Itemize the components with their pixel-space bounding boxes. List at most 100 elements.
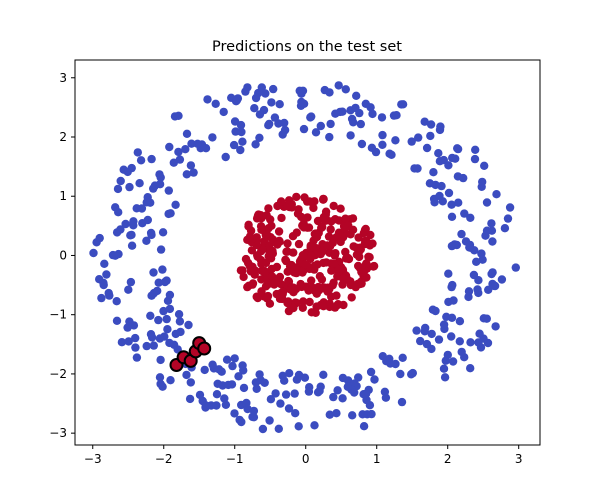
point-class-0: [181, 145, 190, 154]
point-class-1: [278, 287, 287, 297]
point-class-1: [349, 242, 358, 251]
point-class-0: [164, 186, 173, 195]
point-class-0: [416, 336, 425, 346]
point-class-1: [348, 214, 358, 223]
point-class-1: [319, 195, 328, 204]
point-class-0: [350, 388, 359, 397]
point-class-0: [366, 367, 376, 377]
point-class-0: [182, 129, 192, 138]
point-class-1: [253, 252, 262, 261]
point-class-0: [162, 276, 171, 285]
point-class-0: [102, 270, 111, 279]
point-class-0: [477, 182, 486, 191]
point-class-0: [230, 354, 239, 363]
point-class-0: [281, 390, 291, 399]
point-class-0: [466, 338, 475, 347]
y-tick-label: 1: [59, 189, 67, 203]
y-tick-label: −3: [49, 426, 67, 440]
point-class-0: [142, 236, 151, 245]
point-class-0: [392, 111, 401, 120]
point-class-0: [131, 333, 140, 343]
point-class-1: [239, 272, 248, 282]
point-class-0: [266, 395, 276, 404]
point-class-0: [334, 81, 343, 90]
point-class-0: [251, 140, 260, 149]
point-class-0: [333, 386, 342, 395]
point-class-0: [325, 132, 334, 142]
point-class-0: [264, 121, 273, 130]
point-class-1: [252, 292, 261, 301]
point-class-1: [254, 210, 263, 219]
point-class-0: [439, 320, 449, 329]
point-class-0: [338, 394, 347, 403]
point-class-0: [386, 359, 395, 368]
point-class-0: [171, 200, 180, 209]
point-class-0: [397, 397, 407, 407]
point-class-0: [269, 84, 278, 94]
point-class-1: [327, 266, 336, 275]
point-class-1: [299, 297, 308, 306]
point-class-0: [351, 103, 360, 113]
point-class-0: [505, 203, 515, 212]
point-class-0: [471, 145, 480, 154]
point-class-0: [448, 357, 458, 366]
point-class-0: [163, 325, 172, 334]
point-class-0: [116, 176, 125, 186]
y-axis: −3 −2 −1 0 1 2 3: [49, 71, 75, 440]
point-class-0: [149, 184, 158, 193]
point-class-1: [288, 232, 298, 241]
point-class-0: [126, 277, 136, 287]
point-class-0: [366, 103, 375, 112]
point-class-1: [347, 293, 356, 302]
point-class-0: [184, 320, 193, 330]
point-class-0: [285, 369, 294, 378]
point-class-1: [322, 286, 332, 295]
point-class-0: [391, 136, 400, 145]
point-class-0: [237, 127, 246, 137]
point-class-1: [328, 281, 337, 290]
point-class-1: [243, 282, 252, 292]
point-class-0: [201, 144, 211, 153]
point-class-0: [158, 228, 168, 237]
point-class-0: [236, 145, 245, 155]
point-class-0: [338, 373, 348, 383]
point-class-0: [182, 370, 191, 380]
point-class-0: [165, 290, 175, 300]
point-class-0: [447, 212, 457, 221]
point-class-0: [464, 292, 473, 302]
point-class-0: [219, 107, 228, 117]
point-class-0: [447, 200, 456, 209]
point-class-1: [351, 282, 360, 292]
point-class-1: [305, 297, 314, 307]
x-tick-label: 1: [373, 452, 381, 466]
point-class-0: [249, 413, 259, 422]
x-tick-label: 0: [302, 452, 310, 466]
point-class-0: [214, 365, 224, 374]
point-class-1: [266, 246, 276, 255]
y-tick-label: 0: [59, 248, 67, 262]
point-class-0: [252, 384, 261, 393]
point-class-0: [444, 161, 453, 170]
point-class-1: [327, 292, 336, 301]
point-class-0: [162, 314, 171, 324]
point-class-0: [230, 117, 240, 126]
point-class-1: [329, 259, 339, 269]
point-class-0: [412, 326, 421, 335]
point-class-0: [470, 154, 480, 164]
point-class-0: [435, 125, 445, 135]
point-class-1: [313, 216, 323, 226]
point-class-0: [460, 209, 469, 218]
point-class-1: [319, 258, 328, 268]
point-class-0: [121, 219, 130, 229]
point-class-0: [143, 215, 152, 225]
point-class-0: [474, 288, 483, 298]
point-class-0: [212, 390, 222, 399]
point-class-1: [290, 264, 299, 274]
point-class-0: [497, 275, 507, 284]
point-class-0: [482, 314, 491, 323]
point-class-0: [430, 198, 439, 207]
point-class-0: [361, 389, 371, 398]
point-class-0: [280, 376, 289, 385]
point-class-0: [155, 334, 165, 343]
point-class-1: [277, 213, 286, 223]
